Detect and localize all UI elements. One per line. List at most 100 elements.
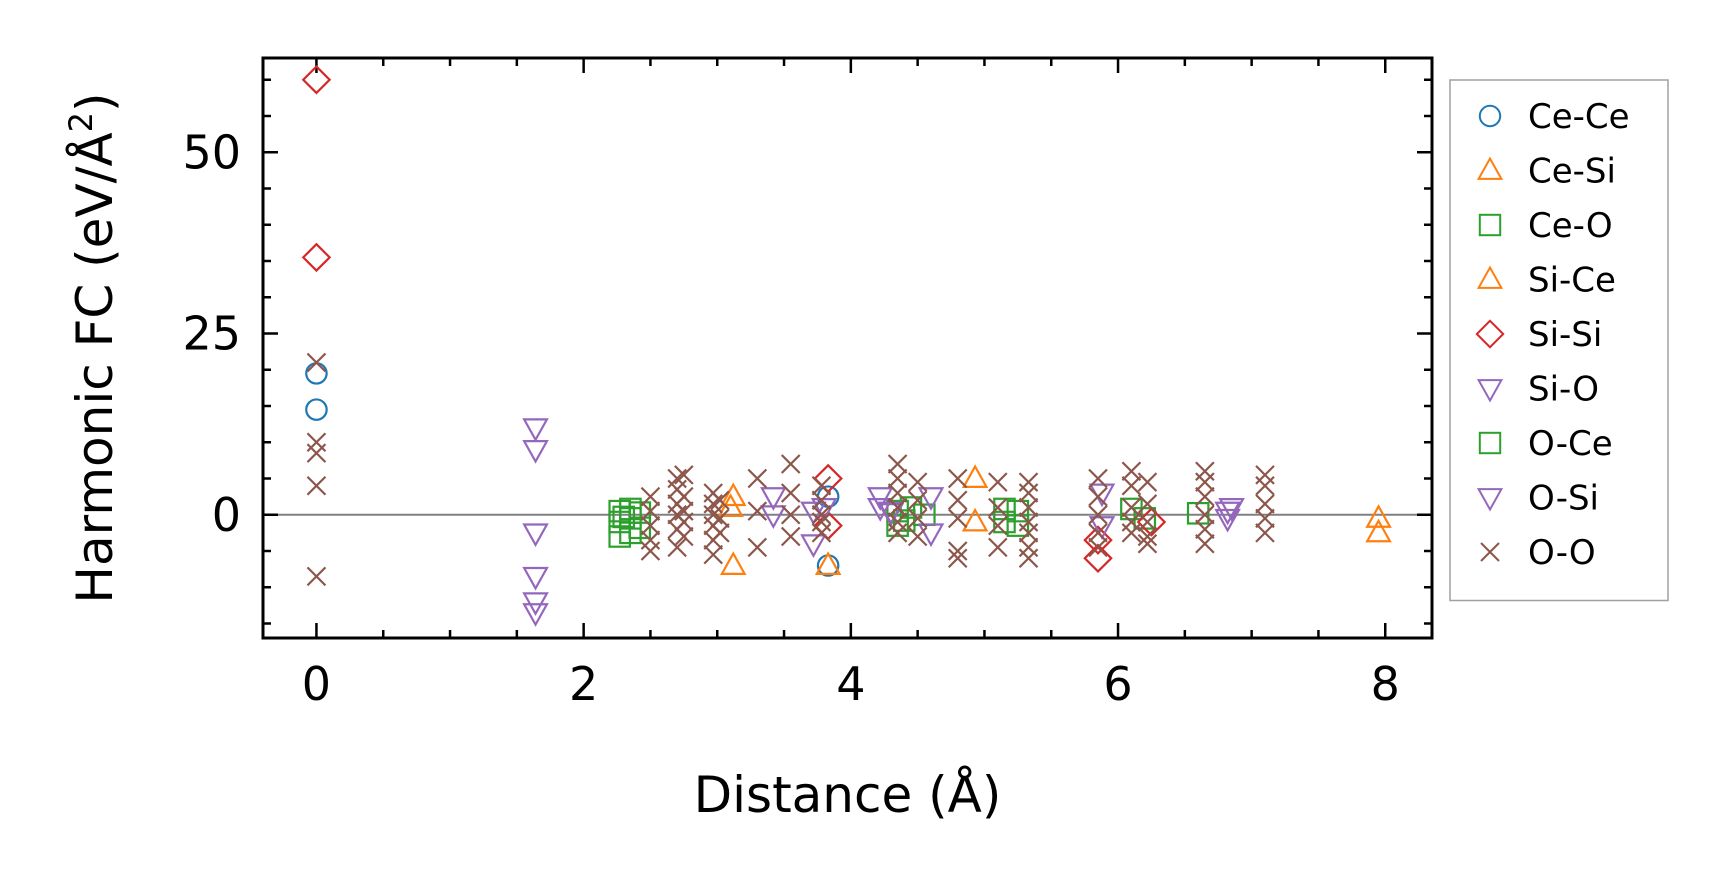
data-point [747,537,768,558]
legend-item: Ce-Si [1476,152,1616,192]
data-point [1195,533,1215,554]
legend-label: Si-Si [1528,315,1602,355]
legend-item: Ce-Ce [1478,97,1630,137]
x-stroke [1195,472,1215,492]
data-point [703,544,724,565]
data-point [1255,508,1275,529]
legend-marker [1476,488,1504,512]
data-point [1365,504,1392,528]
x-stroke [1255,523,1275,543]
x-stroke [1018,548,1039,569]
x-stroke [640,501,661,521]
x-stroke [667,537,687,558]
x-stroke [780,526,801,547]
x-stroke [1018,497,1039,518]
legend-label: Ce-Ce [1528,97,1630,137]
x-stroke [1195,504,1215,525]
data-point [877,501,905,526]
data-point [811,490,832,511]
data-point [1083,543,1113,574]
x-stroke [1018,523,1039,543]
data-point [917,523,945,548]
y-axis-label-main: Harmonic FC (eV/Å [66,132,124,603]
x-stroke [1088,486,1108,507]
data-point [887,483,908,503]
data-point [780,483,801,503]
x-stroke [1121,523,1142,543]
x-stroke [947,490,968,511]
data-point [674,465,694,485]
series-o-o [306,352,1275,587]
x-stroke [907,526,928,547]
data-point [674,512,694,532]
y-axis-label-sup: 2 [62,112,100,132]
data-point [780,454,801,474]
x-stroke [1195,486,1215,507]
x-stroke [1137,494,1158,514]
data-point [1018,483,1039,503]
data-point [988,472,1008,492]
x-stroke [1088,468,1108,489]
x-stroke [747,537,768,558]
data-point [719,551,747,576]
legend-marker [1480,542,1500,562]
data-point [961,507,989,532]
x-stroke [674,486,694,507]
data-point [811,504,832,525]
legend-items: Ce-Ce Ce-Si Ce-O Si-Ce Si-Si Si-O O-Ce O-Si O-O [1475,97,1630,573]
x-stroke [710,523,730,543]
data-point [947,541,968,561]
legend-marker [1475,319,1505,349]
x-stroke [674,526,694,547]
data-point [1255,465,1275,485]
data-point [710,523,730,543]
x-stroke [887,483,908,503]
x-stroke [887,454,908,474]
x-stroke [811,504,832,525]
x-stroke [780,504,801,525]
x-stroke [1018,483,1039,503]
legend-item: Si-O [1476,370,1599,410]
x-stroke [907,472,928,492]
x-stroke [947,548,968,569]
data-point [1121,461,1142,482]
x-stroke [1480,542,1500,562]
x-stroke [780,454,801,474]
data-point [988,537,1008,558]
y-axis-label: Harmonic FC (eV/Å2) [62,92,124,603]
x-stroke [747,468,768,489]
legend-item: O-Si [1476,479,1599,519]
x-stroke [1137,533,1158,554]
data-point [305,362,328,385]
x-stroke [640,515,661,536]
series-ce-si [719,464,1392,576]
data-point [917,487,945,511]
x-stroke [710,490,730,511]
x-stroke [907,508,928,529]
data-point [747,501,768,521]
x-stroke [640,541,661,561]
ticks-layer [263,58,1432,638]
data-point [907,490,928,511]
legend-marker [1476,379,1504,403]
data-point [306,432,327,453]
data-point [780,504,801,525]
data-point [907,472,928,492]
x-stroke [747,501,768,521]
data-point [800,534,827,559]
data-point [887,497,908,518]
legend-label: Si-Ce [1528,261,1616,301]
legend-marker [1478,213,1502,237]
data-point [522,440,549,464]
x-stroke [811,490,832,511]
x-stroke [306,443,327,463]
data-point [760,505,787,530]
data-point [811,475,832,496]
x-stroke [1137,526,1158,547]
series-ce-ce [305,362,840,577]
data-point [1137,472,1158,492]
y-axis-label-end: ) [66,92,124,112]
x-stroke [907,490,928,511]
data-point [760,487,787,511]
